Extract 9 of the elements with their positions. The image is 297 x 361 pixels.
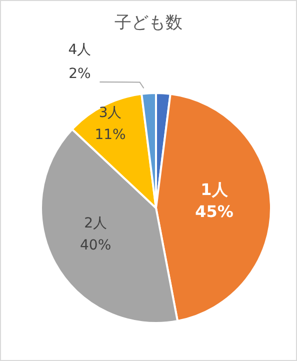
slice-label: 2人 [84,215,108,232]
slice-label: 3人 [98,105,122,122]
data-label: 45% [195,202,234,222]
data-label: 2% [68,66,91,82]
data-label: 40% [80,237,112,254]
slice-label: 4人 [68,42,92,58]
slice-label: 1人 [200,180,229,200]
data-label: 11% [94,127,126,144]
chart-title: 子ども数 [114,12,184,34]
